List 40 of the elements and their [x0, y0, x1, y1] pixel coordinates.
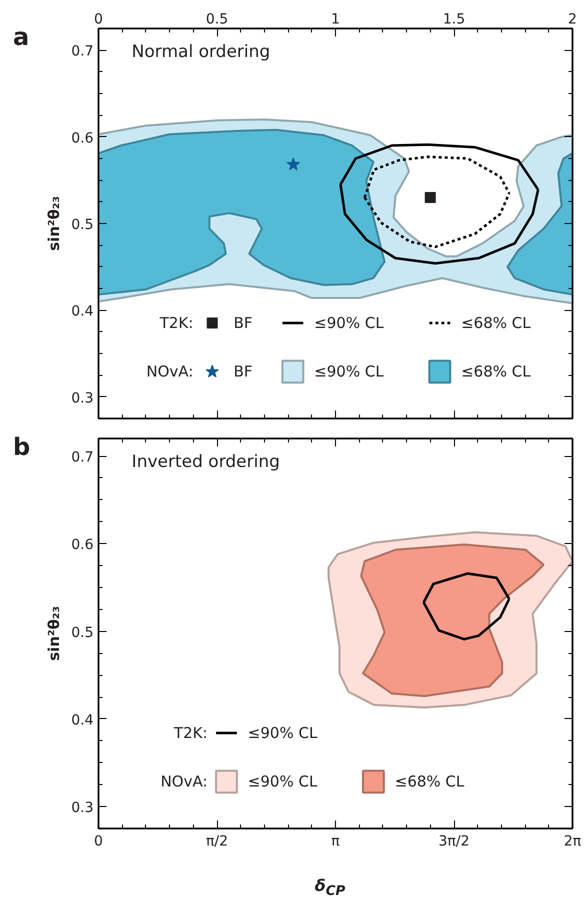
x-tick-label: 0 — [94, 834, 103, 850]
legend-label: ≤90% CL — [248, 724, 318, 742]
x-axis-title: δ$_{CP}$ — [314, 875, 346, 899]
legend-label: ≤68% CL — [461, 314, 532, 332]
y-tick-label: 0.7 — [71, 450, 94, 466]
x-tick-label: π/2 — [206, 834, 228, 850]
annotation: NOvA: — [160, 772, 208, 791]
text: Normal ordering — [132, 42, 270, 62]
legend-label: BF — [234, 362, 253, 381]
annotation: NOvA: — [146, 362, 194, 381]
annotation: T2K: — [172, 724, 208, 742]
legend-label: ≤90% CL — [314, 362, 384, 381]
text: a — [13, 22, 30, 53]
x2-tick-label: 1 — [331, 12, 340, 28]
y-tick-label: 0.7 — [71, 44, 94, 60]
legend-label: ≤68% CL — [461, 362, 532, 381]
x-tick-label: 3π/2 — [438, 834, 470, 850]
text: b — [13, 432, 30, 463]
x2-tick-label: 0.5 — [206, 12, 228, 28]
legend-label: ≤90% CL — [314, 314, 384, 332]
series-label: ≤68% CL — [394, 772, 465, 791]
y-axis-title: sin²θ₂₃ — [45, 196, 64, 251]
x2-tick-label: 1.5 — [442, 12, 466, 28]
y-axis-title: sin²θ₂₃ — [45, 606, 64, 661]
x-tick-label: π — [331, 834, 340, 850]
y-tick-label: 0.6 — [71, 130, 94, 146]
annotation: T2K: — [158, 314, 194, 332]
y-tick-label: 0.3 — [71, 800, 94, 816]
y-tick-label: 0.4 — [71, 712, 94, 728]
text: Inverted ordering — [132, 452, 280, 472]
x2-tick-label: 0 — [94, 12, 103, 28]
y-tick-label: 0.4 — [71, 304, 94, 320]
legend-label: ≤90% CL — [248, 772, 318, 791]
y-tick-label: 0.6 — [71, 537, 94, 554]
y-tick-label: 0.5 — [71, 624, 94, 641]
y-tick-label: 0.3 — [71, 390, 94, 406]
x2-tick-label: 2 — [568, 12, 577, 28]
legend-label: BF — [234, 314, 253, 332]
y-tick-label: 0.5 — [71, 217, 94, 233]
x-tick-label: 2π — [564, 834, 582, 850]
